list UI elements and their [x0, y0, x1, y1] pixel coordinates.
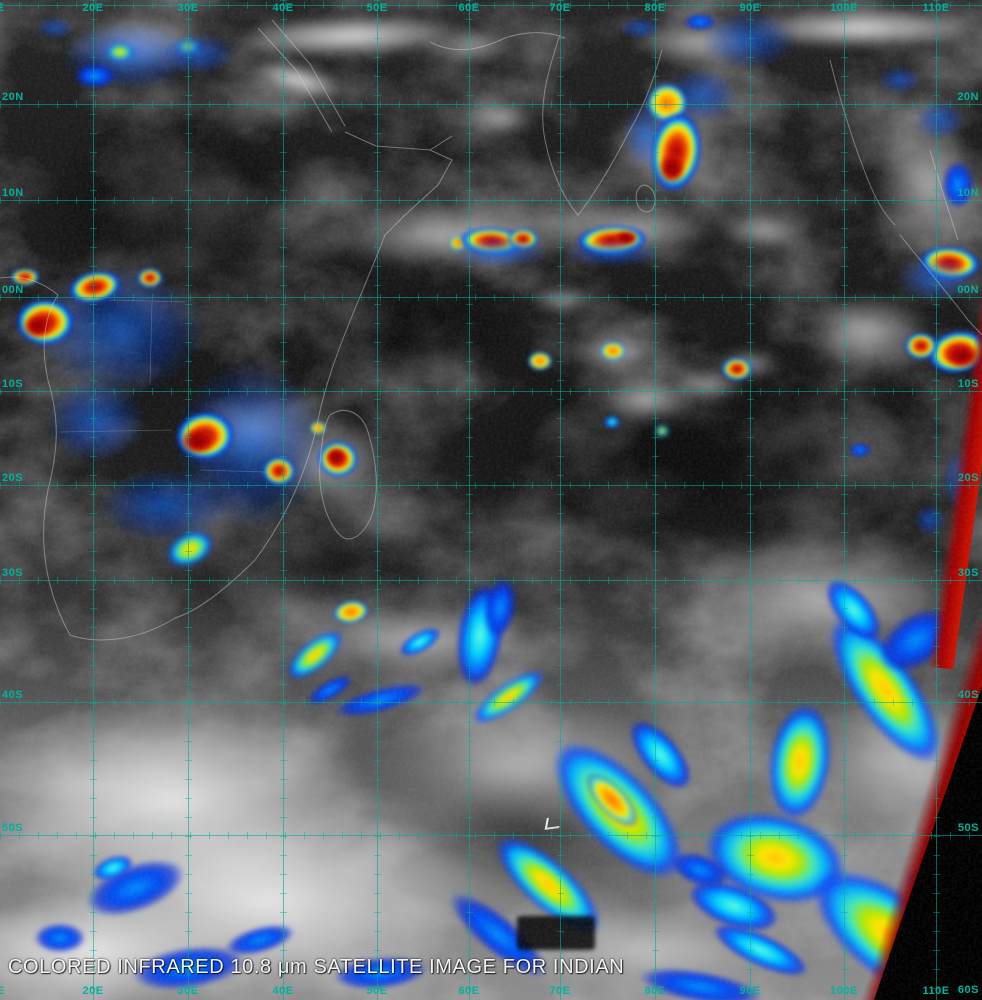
longitude-label: 20E: [82, 985, 104, 997]
longitude-label: 110E: [922, 2, 950, 14]
grid-line-longitude: [933, 0, 940, 1000]
latitude-label: 00N: [957, 284, 979, 296]
latitude-label: 40S: [957, 689, 979, 701]
longitude-label: 20E: [82, 2, 104, 14]
longitude-label: 30E: [177, 2, 199, 14]
latitude-label: 50S: [957, 822, 979, 834]
grid-line-longitude: [374, 0, 381, 1000]
longitude-label: 80E: [644, 2, 666, 14]
latitude-label: 10S: [2, 378, 24, 390]
grid-line-latitude: [0, 2, 982, 9]
latitude-label: 20S: [2, 472, 24, 484]
grid-line-longitude: [185, 0, 192, 1000]
longitude-label: 90E: [739, 985, 761, 997]
latitude-label: 00N: [2, 284, 24, 296]
longitude-label: 90E: [739, 2, 761, 14]
longitude-label: 60E: [458, 2, 480, 14]
longitude-label: 70E: [549, 2, 571, 14]
latitude-label: 50S: [2, 822, 24, 834]
longitude-label: 70E: [549, 985, 571, 997]
grid-line-latitude: [0, 482, 982, 489]
latitude-label: 30S: [957, 567, 979, 579]
longitude-label: 100E: [830, 985, 858, 997]
grid-line-latitude: [0, 832, 982, 839]
longitude-label: 80E: [644, 985, 666, 997]
longitude-label: 100E: [830, 2, 858, 14]
latitude-label: 10S: [957, 378, 979, 390]
grid-line-longitude: [652, 0, 659, 1000]
longitude-label: 30E: [177, 985, 199, 997]
position-marker: [544, 816, 562, 830]
longitude-label: 10E: [0, 985, 5, 997]
longitude-label: 110E: [922, 985, 950, 997]
caption-block: COLORED INFRARED 10.8 μm SATELLITE IMAGE…: [8, 914, 624, 1000]
latitude-label: 20N: [2, 91, 24, 103]
grid-line-latitude: [0, 197, 982, 204]
grid-line-longitude: [90, 0, 97, 1000]
latitude-label: 20N: [957, 91, 979, 103]
grid-line-latitude: [0, 388, 982, 395]
caption-title: COLORED INFRARED 10.8 μm SATELLITE IMAGE…: [8, 956, 625, 978]
longitude-label: 60E: [458, 985, 480, 997]
longitude-label: 50E: [366, 2, 388, 14]
grid-line-longitude: [841, 0, 848, 1000]
grid-line-latitude: [0, 294, 982, 301]
grid-line-latitude: [0, 101, 982, 108]
longitude-label: 40E: [272, 2, 294, 14]
grid-line-longitude: [280, 0, 287, 1000]
grid-line-longitude: [557, 0, 564, 1000]
grid-line-latitude: [0, 699, 982, 706]
longitude-label: 50E: [366, 985, 388, 997]
grid-line-latitude: [0, 577, 982, 584]
latitude-label: 10N: [2, 187, 24, 199]
grid-line-longitude: [747, 0, 754, 1000]
grid-line-longitude: [466, 0, 473, 1000]
longitude-label: 10E: [0, 2, 5, 14]
longitude-label: 40E: [272, 985, 294, 997]
latitude-label: 30S: [2, 567, 24, 579]
latitude-label: 40S: [2, 689, 24, 701]
latitude-label: 60S: [957, 984, 979, 996]
latitude-label: 20S: [957, 472, 979, 484]
latitude-label: 10N: [957, 187, 979, 199]
